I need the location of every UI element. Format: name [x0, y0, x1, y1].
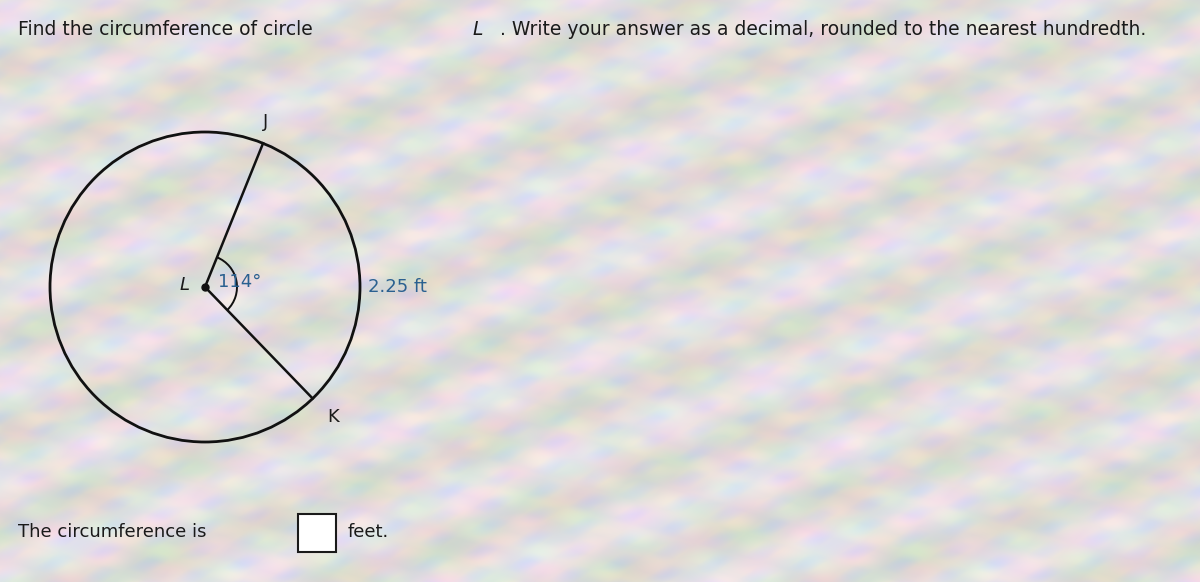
Text: J: J	[263, 113, 268, 132]
FancyBboxPatch shape	[298, 514, 336, 552]
Text: Find the circumference of circle: Find the circumference of circle	[18, 20, 319, 39]
Text: 114°: 114°	[218, 273, 262, 291]
Text: 2.25 ft: 2.25 ft	[368, 278, 427, 296]
Text: feet.: feet.	[348, 523, 389, 541]
Text: $L$: $L$	[472, 20, 484, 39]
Text: $L$: $L$	[179, 276, 190, 294]
Text: The circumference is: The circumference is	[18, 523, 206, 541]
Text: . Write your answer as a decimal, rounded to the nearest hundredth.: . Write your answer as a decimal, rounde…	[494, 20, 1146, 39]
Text: K: K	[328, 409, 340, 427]
